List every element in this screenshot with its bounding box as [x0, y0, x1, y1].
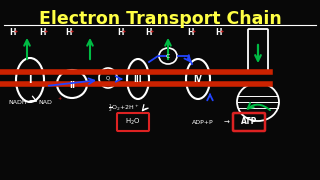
Text: ADP+P: ADP+P: [192, 120, 214, 125]
Text: NADH: NADH: [8, 100, 27, 105]
Text: +: +: [220, 29, 224, 34]
Text: +: +: [57, 96, 61, 102]
Text: +: +: [14, 29, 18, 34]
Text: +: +: [192, 29, 196, 34]
Text: H: H: [39, 28, 45, 37]
Text: IV: IV: [194, 75, 202, 84]
Text: H: H: [65, 28, 71, 37]
Text: H: H: [145, 28, 151, 37]
Text: I: I: [28, 75, 32, 85]
Text: III: III: [134, 75, 142, 84]
Text: Electron Transport Chain: Electron Transport Chain: [39, 10, 281, 28]
Text: H: H: [215, 28, 221, 37]
Text: C: C: [166, 53, 170, 59]
Text: ATP: ATP: [241, 118, 257, 127]
Text: +: +: [70, 29, 74, 34]
Text: $\frac{1}{2}$O$_2$+2H$^+$: $\frac{1}{2}$O$_2$+2H$^+$: [108, 102, 140, 114]
Text: H: H: [9, 28, 15, 37]
Text: Q: Q: [106, 75, 110, 80]
Text: H$_2$O: H$_2$O: [125, 117, 141, 127]
Text: +: +: [122, 29, 126, 34]
Text: +: +: [150, 29, 154, 34]
Text: H: H: [117, 28, 123, 37]
Text: $\rightarrow$: $\rightarrow$: [222, 119, 231, 125]
Text: +: +: [44, 29, 48, 34]
Text: II: II: [69, 80, 75, 89]
Text: NAD: NAD: [38, 100, 52, 105]
Text: H: H: [187, 28, 193, 37]
